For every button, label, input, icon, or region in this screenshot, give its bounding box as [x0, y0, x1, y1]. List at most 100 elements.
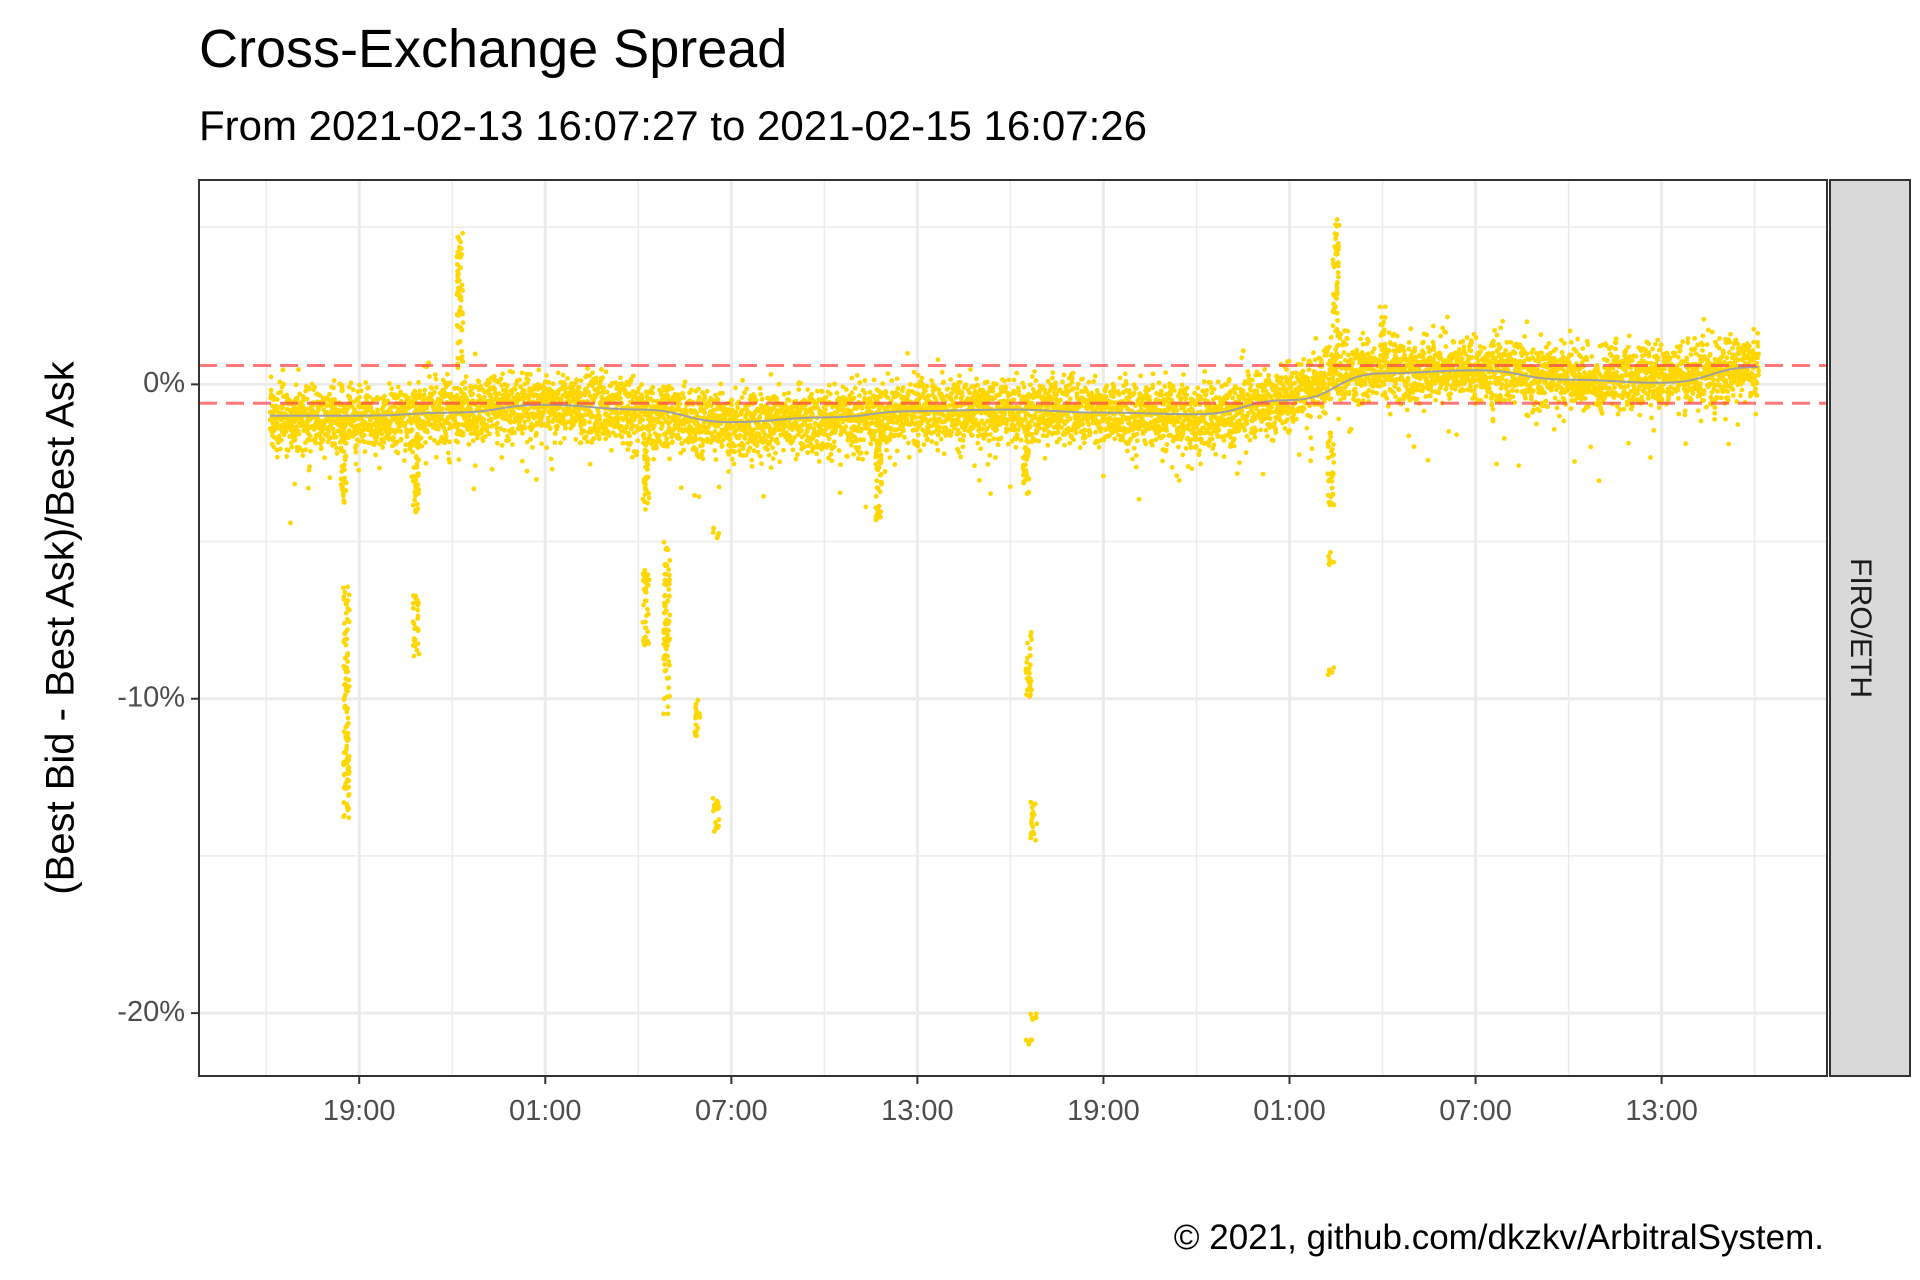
- data-point: [495, 440, 500, 446]
- data-point: [935, 432, 941, 438]
- data-point: [519, 458, 525, 464]
- data-point: [320, 437, 326, 443]
- data-point: [408, 398, 414, 404]
- data-point: [957, 373, 962, 379]
- data-point: [1007, 484, 1013, 490]
- data-point: [433, 376, 439, 382]
- data-point: [447, 380, 453, 386]
- data-point: [432, 400, 438, 406]
- data-point: [907, 382, 913, 387]
- data-point: [1134, 438, 1140, 444]
- data-point: [512, 387, 518, 392]
- data-point: [509, 442, 515, 447]
- data-point: [377, 441, 383, 447]
- data-point: [795, 452, 800, 457]
- data-point: [770, 445, 775, 451]
- data-point: [548, 456, 554, 462]
- data-point: [401, 414, 406, 420]
- data-point: [539, 441, 545, 447]
- data-point: [832, 381, 838, 387]
- data-point: [864, 450, 870, 456]
- data-point: [597, 417, 603, 423]
- data-point: [861, 437, 866, 443]
- data-point: [924, 383, 930, 389]
- data-point: [938, 436, 944, 442]
- data-point: [304, 396, 310, 402]
- data-point: [500, 371, 506, 377]
- data-point: [498, 426, 504, 432]
- data-point: [761, 493, 766, 499]
- data-point: [843, 387, 849, 392]
- data-point: [483, 434, 488, 439]
- data-point: [285, 448, 291, 454]
- data-point: [883, 390, 889, 395]
- data-point: [269, 403, 275, 409]
- data-point: [274, 421, 280, 426]
- data-point: [421, 392, 427, 398]
- data-point: [716, 484, 722, 490]
- data-point: [487, 379, 492, 385]
- data-point: [978, 446, 984, 452]
- data-point: [293, 382, 299, 388]
- data-point: [471, 486, 477, 492]
- data-point: [381, 440, 387, 445]
- data-point: [584, 386, 589, 392]
- data-point: [1060, 379, 1065, 385]
- data-point: [346, 384, 352, 390]
- data-point: [307, 437, 313, 443]
- data-point: [624, 423, 630, 429]
- data-point: [670, 406, 676, 411]
- data-point: [480, 438, 486, 444]
- data-point: [957, 379, 963, 385]
- data-point: [700, 442, 705, 448]
- data-point: [768, 371, 774, 377]
- data-point: [665, 393, 671, 399]
- data-point: [995, 442, 1001, 448]
- data-point: [549, 394, 555, 399]
- data-point: [1021, 384, 1027, 390]
- data-point: [558, 440, 563, 446]
- data-point: [880, 381, 886, 387]
- data-point: [427, 374, 432, 379]
- data-point: [431, 437, 437, 443]
- data-point: [1050, 375, 1055, 381]
- data-point: [1069, 379, 1075, 385]
- data-point: [1027, 423, 1033, 429]
- data-point: [774, 395, 780, 401]
- data-point: [1115, 432, 1121, 438]
- data-point: [550, 381, 556, 387]
- data-point: [481, 417, 487, 422]
- data-point: [650, 384, 656, 390]
- data-point: [552, 410, 558, 416]
- data-point: [816, 459, 822, 464]
- data-point: [407, 381, 412, 386]
- data-point: [323, 402, 329, 408]
- data-point: [585, 366, 590, 371]
- data-point: [693, 437, 699, 443]
- data-point: [511, 410, 517, 416]
- data-point: [274, 397, 280, 402]
- data-point: [636, 385, 642, 391]
- data-point: [581, 428, 587, 434]
- data-point: [739, 395, 745, 400]
- data-point: [713, 392, 719, 398]
- data-point: [394, 439, 400, 445]
- data-point: [884, 447, 889, 453]
- data-point: [634, 449, 640, 455]
- data-point: [686, 439, 691, 445]
- data-point: [422, 387, 428, 393]
- data-point: [359, 388, 364, 394]
- data-point: [1012, 423, 1017, 429]
- data-point: [476, 379, 482, 385]
- data-point: [517, 377, 523, 383]
- data-point: [333, 434, 339, 440]
- data-point: [271, 394, 277, 400]
- data-point: [544, 445, 550, 451]
- data-point: [913, 414, 919, 420]
- data-point: [398, 429, 404, 434]
- data-point: [986, 438, 992, 444]
- data-point: [563, 385, 569, 391]
- data-point: [1134, 431, 1140, 437]
- data-point: [1163, 447, 1169, 453]
- data-point: [770, 456, 776, 462]
